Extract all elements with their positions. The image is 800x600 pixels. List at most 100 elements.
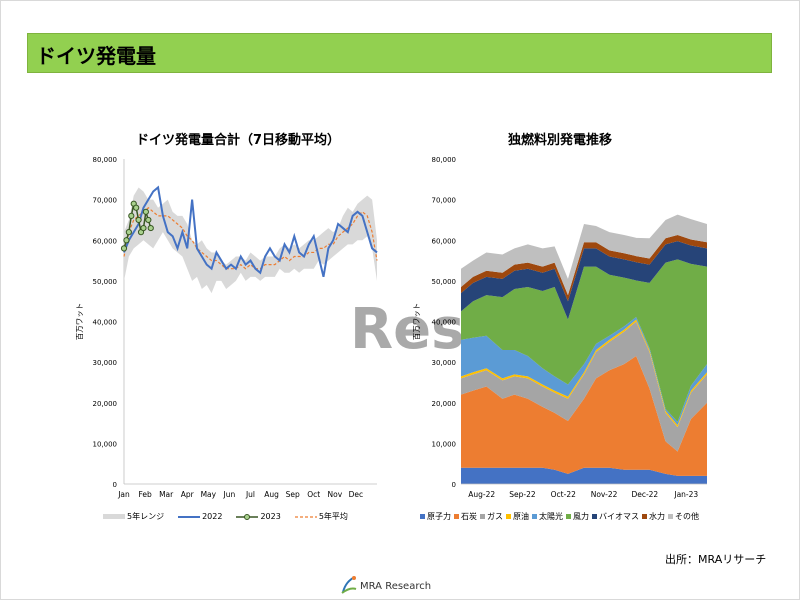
area-series-7 [461, 234, 707, 302]
logo-text: MRA Research [360, 581, 432, 592]
area-series-0 [461, 467, 707, 484]
line-chart: 0 10,000 20,000 30,000 40,000 50,000 60,000 70,… [75, 156, 378, 499]
area-series-2 [461, 321, 707, 452]
x-tick-label: Sep-22 [509, 490, 536, 499]
y-tick-label: 80,000 [93, 156, 118, 164]
y-tick-label: 10,000 [93, 440, 118, 448]
source-note: 出所：MRAリサーチ [665, 553, 767, 566]
y-tick-label: 40,000 [432, 319, 457, 327]
y-tick-label: 50,000 [432, 278, 457, 286]
x-tick-label: Nov [328, 490, 343, 499]
y-tick-label: 20,000 [93, 400, 118, 408]
series-line-2022 [123, 185, 378, 278]
legend-label: 石炭 [461, 512, 477, 521]
y-tick-label: 70,000 [93, 197, 118, 205]
series-point-2023 [140, 224, 147, 232]
legend-label-avg5: 5年平均 [318, 512, 348, 521]
x-tick-label: Aug [264, 490, 279, 499]
legend-swatch [642, 514, 647, 519]
logo-mark-icon [341, 576, 357, 594]
y-axis-title: 百万ワット [412, 303, 421, 341]
area-series-1 [461, 356, 707, 476]
legend-swatch [454, 514, 459, 519]
area-chart-legend: 原子力 石炭 ガス 原油 太陽光 風力 バイオマス 水力 その他 [420, 511, 702, 522]
legend-item-1: 石炭 [454, 511, 477, 522]
y-tick-label: 50,000 [93, 278, 118, 286]
series-point-2023 [120, 245, 128, 252]
area-chart-title: 独燃料別発電推移 [508, 133, 613, 148]
legend-swatch-2023 [236, 513, 259, 520]
legend-item-8: その他 [668, 511, 699, 522]
y-tick-label: 30,000 [93, 359, 118, 367]
x-tick-label: Apr [181, 490, 195, 499]
legend-label: その他 [675, 512, 699, 521]
y-tick-label: 10,000 [432, 440, 457, 448]
line-chart-legend: 5年レンジ 2022 2023 5年平均 [103, 511, 354, 522]
x-tick-label: Jan [117, 490, 130, 499]
legend-label-2022: 2022 [202, 512, 223, 521]
watermark-text: Rese [350, 297, 470, 360]
y-tick-label: 20,000 [432, 400, 457, 408]
legend-label: 原子力 [427, 512, 451, 521]
y-tick-label: 0 [452, 481, 456, 489]
x-tick-label: Jul [245, 490, 255, 499]
legend-swatch [668, 514, 673, 519]
legend-label: バイオマス [599, 512, 639, 521]
x-tick-label: Nov-22 [591, 490, 618, 499]
series-point-2023 [142, 208, 149, 215]
legend-swatch-avg5 [294, 515, 317, 518]
legend-swatch [532, 514, 537, 519]
legend-swatch [592, 514, 597, 519]
legend-label-2023: 2023 [260, 512, 281, 521]
y-tick-label: 40,000 [93, 319, 118, 327]
series-point-2023 [145, 216, 152, 224]
y-tick-label: 70,000 [432, 197, 457, 205]
title-bar: ドイツ発電量 [27, 33, 772, 73]
x-tick-label: Sep [286, 490, 300, 499]
line-chart-title: ドイツ発電量合計（7日移動平均） [136, 133, 341, 148]
legend-label: ガス [487, 512, 503, 521]
legend-item-7: 水力 [642, 511, 665, 522]
legend-item-avg5: 5年平均 [294, 511, 348, 522]
series-point-2023 [128, 212, 135, 219]
legend-swatch [566, 514, 571, 519]
legend-swatch [420, 514, 425, 519]
series-line-avg5 [123, 206, 378, 270]
x-tick-label: Mar [159, 490, 174, 499]
x-tick-label: Dec [349, 490, 364, 499]
legend-label: 太陽光 [539, 512, 563, 521]
y-tick-label: 0 [113, 481, 117, 489]
area-series-8 [461, 214, 707, 296]
y-tick-label: 60,000 [432, 237, 457, 245]
legend-label: 風力 [573, 512, 589, 521]
page-title: ドイツ発電量 [36, 44, 156, 68]
x-tick-label: Oct [307, 490, 320, 499]
series-point-2023 [133, 204, 140, 211]
legend-swatch-range [103, 514, 125, 519]
x-tick-label: Jan-23 [673, 490, 698, 499]
x-tick-label: Dec-22 [631, 490, 658, 499]
legend-swatch [506, 514, 511, 519]
area-chart: 0 10,000 20,000 30,000 40,000 50,000 60,000 70,… [412, 156, 707, 499]
legend-label: 水力 [649, 512, 665, 521]
series-point-2023 [147, 224, 154, 232]
legend-item-2023: 2023 [236, 512, 281, 521]
legend-item-6: バイオマス [592, 511, 639, 522]
x-tick-label: Oct-22 [551, 490, 576, 499]
series-point-2023 [125, 229, 132, 236]
y-tick-label: 30,000 [432, 359, 457, 367]
y-axis-title: 百万ワット [75, 303, 84, 341]
series-point-2023 [135, 216, 142, 224]
legend-swatch [480, 514, 485, 519]
y-tick-label: 60,000 [93, 237, 118, 245]
x-tick-label: Jun [223, 490, 236, 499]
area-series-5 [461, 259, 707, 422]
x-tick-label: Feb [138, 490, 152, 499]
area-series-6 [461, 241, 707, 320]
legend-item-4: 太陽光 [532, 511, 563, 522]
legend-item-2: ガス [480, 511, 503, 522]
legend-label-range: 5年レンジ [127, 512, 165, 521]
area-series-4 [461, 317, 707, 426]
area-series-3 [461, 319, 707, 428]
series-point-2023 [123, 237, 130, 244]
